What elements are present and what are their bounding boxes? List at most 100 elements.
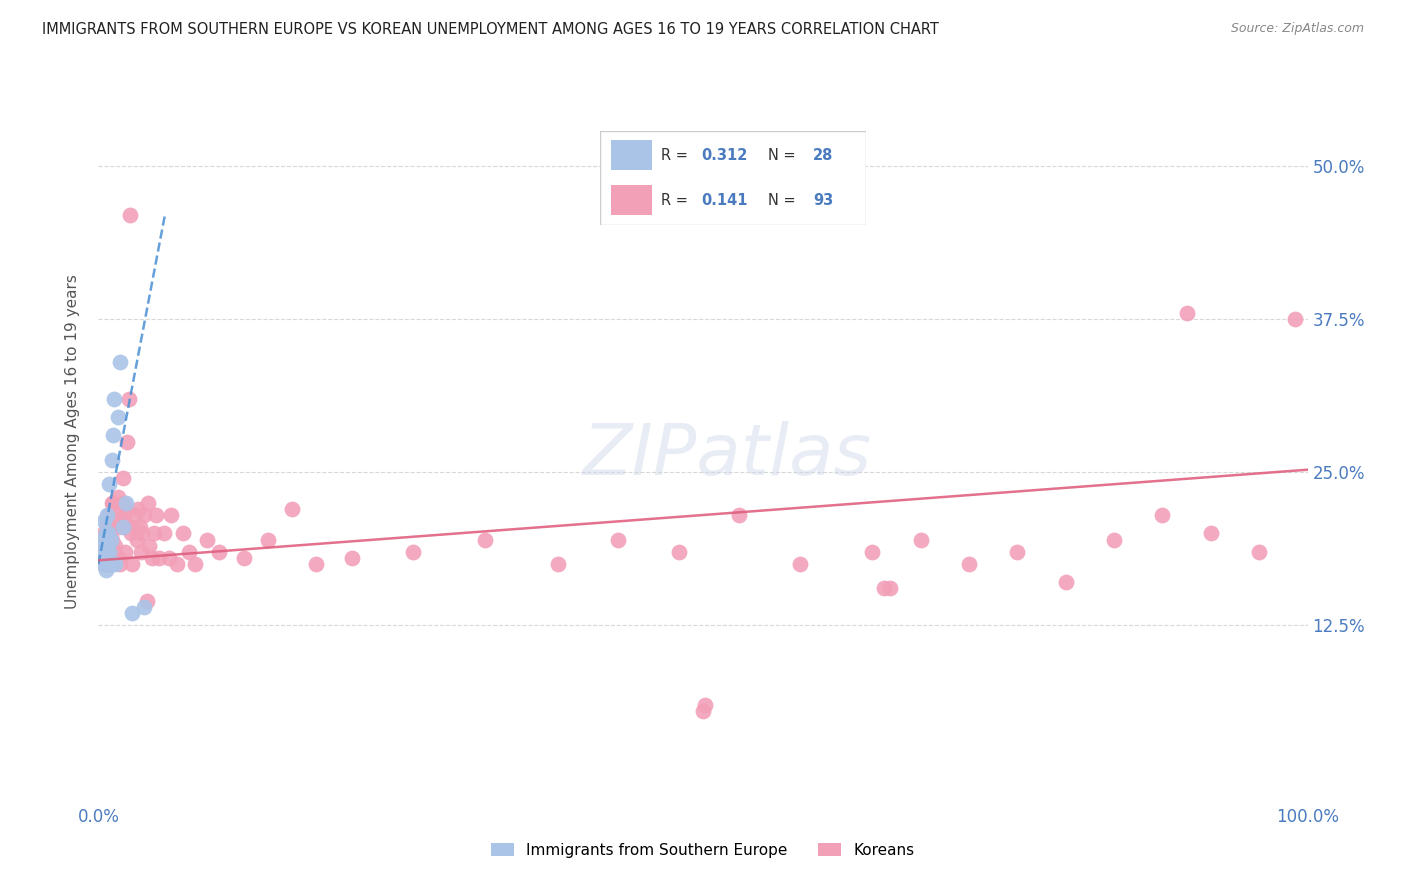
Point	[1199, 526, 1222, 541]
Text: N =: N =	[768, 193, 796, 208]
Point	[100, 520, 122, 534]
Point	[115, 520, 138, 534]
Point	[107, 410, 129, 425]
Point	[789, 557, 811, 571]
Point	[117, 434, 139, 449]
Point	[160, 508, 183, 522]
Point	[121, 557, 143, 571]
Point	[96, 533, 118, 547]
FancyBboxPatch shape	[600, 131, 866, 225]
Point	[93, 533, 115, 547]
Point	[96, 557, 118, 571]
Text: Source: ZipAtlas.com: Source: ZipAtlas.com	[1230, 22, 1364, 36]
Point	[127, 533, 149, 547]
Point	[134, 508, 156, 522]
Point	[94, 526, 117, 541]
Text: 93: 93	[813, 193, 834, 208]
Point	[305, 557, 328, 571]
Text: N =: N =	[768, 148, 796, 162]
Point	[91, 539, 114, 553]
Point	[208, 545, 231, 559]
Point	[100, 496, 122, 510]
Point	[129, 545, 152, 559]
Point	[97, 557, 120, 571]
Point	[98, 508, 121, 522]
Legend: Immigrants from Southern Europe, Koreans: Immigrants from Southern Europe, Koreans	[485, 837, 921, 863]
Point	[138, 539, 160, 553]
Point	[91, 545, 114, 559]
Point	[172, 526, 194, 541]
Point	[100, 557, 122, 571]
Point	[111, 496, 134, 510]
Point	[103, 545, 125, 559]
Point	[96, 508, 118, 522]
Point	[96, 539, 118, 553]
Point	[100, 539, 122, 553]
Point	[957, 557, 980, 571]
Point	[107, 490, 129, 504]
Point	[93, 550, 115, 565]
Point	[607, 533, 630, 547]
Point	[111, 520, 134, 534]
Point	[104, 557, 127, 571]
Point	[97, 550, 120, 565]
Point	[91, 545, 114, 559]
Point	[1249, 545, 1271, 559]
Point	[342, 550, 364, 565]
Point	[141, 550, 163, 565]
Point	[402, 545, 425, 559]
Point	[100, 533, 122, 547]
Point	[98, 533, 121, 547]
Point	[728, 508, 751, 522]
Point	[94, 533, 117, 547]
Point	[873, 582, 896, 596]
Point	[1102, 533, 1125, 547]
Point	[195, 533, 218, 547]
Point	[1007, 545, 1029, 559]
Point	[122, 520, 145, 534]
Point	[131, 526, 153, 541]
Point	[108, 557, 131, 571]
Point	[105, 502, 128, 516]
Point	[114, 545, 136, 559]
Point	[120, 526, 142, 541]
Point	[94, 563, 117, 577]
Text: IMMIGRANTS FROM SOUTHERN EUROPE VS KOREAN UNEMPLOYMENT AMONG AGES 16 TO 19 YEARS: IMMIGRANTS FROM SOUTHERN EUROPE VS KOREA…	[42, 22, 939, 37]
Point	[93, 526, 115, 541]
Point	[100, 533, 122, 547]
Point	[100, 557, 122, 571]
Point	[94, 545, 117, 559]
Point	[108, 355, 131, 369]
Point	[148, 550, 170, 565]
Point	[111, 471, 134, 485]
Point	[281, 502, 304, 516]
Point	[256, 533, 278, 547]
Point	[103, 392, 125, 406]
Point	[98, 545, 121, 559]
Point	[1284, 312, 1306, 326]
Point	[136, 496, 159, 510]
Text: ZIPatlas: ZIPatlas	[582, 422, 872, 491]
Point	[112, 508, 135, 522]
Point	[668, 545, 690, 559]
Point	[98, 477, 121, 491]
Point	[104, 539, 127, 553]
Point	[124, 508, 146, 522]
Point	[114, 502, 136, 516]
Text: 0.141: 0.141	[702, 193, 748, 208]
Point	[103, 520, 125, 534]
Point	[692, 704, 714, 718]
Point	[93, 514, 115, 528]
Point	[128, 520, 150, 534]
Point	[101, 550, 124, 565]
Text: R =: R =	[661, 193, 689, 208]
Point	[108, 550, 131, 565]
Point	[105, 550, 128, 565]
Point	[860, 545, 883, 559]
Point	[695, 698, 717, 712]
Point	[1152, 508, 1174, 522]
Point	[166, 557, 188, 571]
Y-axis label: Unemployment Among Ages 16 to 19 years: Unemployment Among Ages 16 to 19 years	[65, 274, 80, 609]
Text: 0.312: 0.312	[702, 148, 748, 162]
Point	[179, 545, 201, 559]
